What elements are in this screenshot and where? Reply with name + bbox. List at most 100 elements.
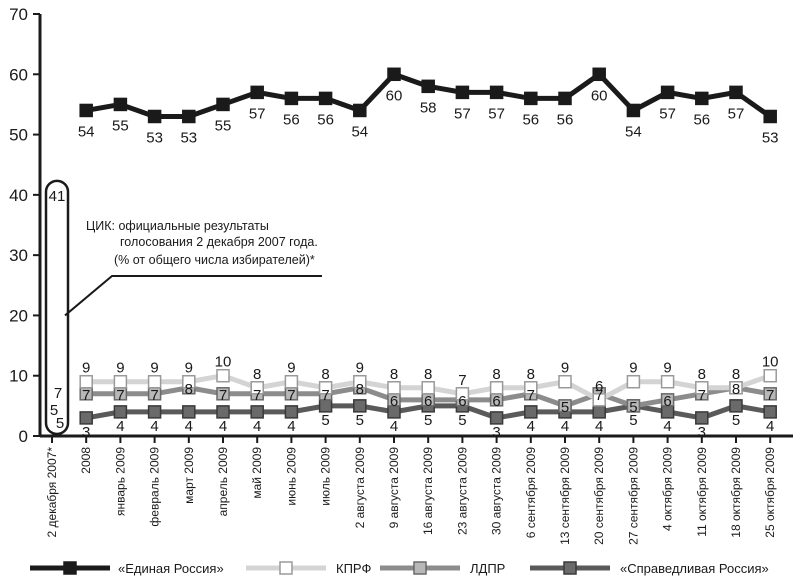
data-point-marker: [524, 381, 538, 395]
x-tick-label: 2 декабря 2007*: [45, 447, 59, 538]
data-label: 55: [112, 117, 129, 134]
y-tick-label: 60: [9, 65, 28, 84]
legend-swatch-marker: [563, 561, 577, 575]
legend-swatch-marker: [413, 561, 427, 575]
data-label: 8: [527, 366, 535, 383]
data-label: 8: [732, 381, 740, 398]
data-point-marker: [353, 103, 367, 118]
data-label: 56: [317, 111, 334, 128]
data-label: 5: [458, 412, 466, 429]
data-label: 57: [728, 105, 745, 122]
data-point-marker: [216, 405, 230, 419]
data-point-marker: [250, 85, 264, 100]
x-tick-label: 2 августа 2009: [353, 447, 367, 529]
data-label: 5: [321, 412, 329, 429]
data-point-marker: [250, 381, 264, 395]
data-label: 9: [185, 360, 193, 377]
series-lines: [79, 67, 777, 425]
baseline-value: 5: [50, 402, 58, 419]
x-tick-label: февраль 2009: [148, 447, 162, 527]
data-point-marker: [695, 381, 709, 395]
data-point-marker: [626, 103, 641, 118]
data-point-marker: [421, 381, 435, 395]
data-point-marker: [147, 405, 162, 419]
data-label: 56: [557, 111, 574, 128]
data-point-marker: [79, 411, 93, 425]
data-label: 7: [82, 387, 90, 404]
data-label: 9: [629, 360, 637, 377]
annotation-leader-line: [64, 275, 322, 317]
data-label: 6: [390, 393, 398, 410]
data-point-marker: [79, 374, 93, 389]
data-label: 7: [698, 387, 706, 404]
data-point-marker: [284, 405, 299, 419]
data-label: 3: [698, 424, 706, 441]
data-point-marker: [113, 405, 128, 419]
data-point-marker: [113, 97, 128, 112]
x-tick-label: март 2009: [182, 447, 196, 504]
baseline-capsule: [44, 179, 70, 436]
data-label: 6: [492, 393, 500, 410]
data-label: 7: [527, 387, 535, 404]
data-label: 4: [185, 418, 193, 435]
data-label: 5: [629, 399, 637, 416]
data-label: 54: [625, 123, 642, 140]
data-label: 54: [351, 123, 368, 140]
data-label: 8: [321, 366, 329, 383]
x-tick-label: 9 августа 2009: [387, 447, 401, 529]
data-label: 9: [116, 360, 124, 377]
data-label: 4: [527, 418, 535, 435]
data-label: 4: [766, 418, 774, 435]
data-point-marker: [592, 393, 606, 407]
data-label: 4: [390, 418, 398, 435]
data-point-marker: [216, 368, 230, 383]
data-point-marker: [387, 381, 401, 395]
x-tick-label: апрель 2009: [216, 447, 230, 517]
y-tick-label: 30: [9, 246, 28, 265]
data-point-marker: [455, 85, 470, 100]
data-label: 4: [663, 418, 671, 435]
x-tick-label: 25 октября 2009: [763, 447, 777, 538]
data-label: 8: [253, 366, 261, 383]
data-point-marker: [592, 67, 606, 82]
annotation: ЦИК: официальные результаты голосования 2…: [64, 219, 322, 317]
data-point-marker: [660, 85, 675, 100]
legend-label: КПРФ: [336, 561, 371, 576]
data-label: 4: [561, 418, 569, 435]
data-point-marker: [216, 97, 230, 112]
y-tick-label: 20: [9, 306, 28, 325]
data-label: 7: [116, 387, 124, 404]
data-label: 58: [420, 99, 437, 116]
data-label: 7: [219, 387, 227, 404]
data-point-marker: [524, 405, 538, 419]
y-tick-label: 10: [9, 367, 28, 386]
data-label: 5: [424, 412, 432, 429]
data-label: 5: [732, 412, 740, 429]
data-label: 9: [82, 360, 90, 377]
data-label: 10: [215, 354, 232, 371]
x-tick-label: 16 августа 2009: [421, 447, 435, 535]
legend-item: ЛДПР: [380, 561, 505, 576]
data-label: 4: [116, 418, 124, 435]
legend-swatch-marker: [279, 561, 293, 575]
legend-swatch-marker: [63, 561, 77, 575]
data-point-marker: [695, 411, 709, 425]
data-label: 8: [698, 366, 706, 383]
axes: 0 10 20 30 40 50 60 70 2 декабря 2007* 2008 январь…: [9, 5, 793, 545]
data-point-marker: [763, 405, 777, 419]
data-point-marker: [353, 399, 367, 413]
data-label: 8: [390, 366, 398, 383]
x-tick-label: 13 сентября 2009: [558, 447, 572, 545]
data-point-marker: [592, 405, 606, 419]
data-label: 8: [185, 381, 193, 398]
data-label: 9: [356, 360, 364, 377]
x-tick-label: 6 сентября 2009: [524, 447, 538, 539]
data-point-marker: [147, 374, 162, 389]
x-tick-label: май 2009: [250, 447, 264, 499]
y-tick-label: 0: [19, 427, 28, 446]
data-point-marker: [182, 374, 196, 389]
data-point-marker: [558, 91, 572, 106]
baseline-value: 41: [49, 188, 66, 205]
